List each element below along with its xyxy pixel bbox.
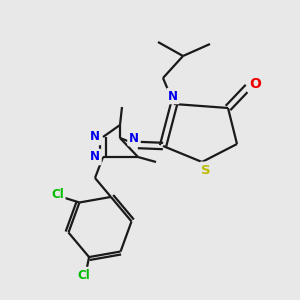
Text: Cl: Cl: [78, 268, 90, 282]
Text: S: S: [201, 164, 211, 176]
Text: N: N: [90, 151, 100, 164]
Text: N: N: [168, 89, 178, 103]
Text: N: N: [90, 130, 100, 143]
Text: Cl: Cl: [51, 188, 64, 201]
Text: O: O: [249, 77, 261, 91]
Text: N: N: [129, 131, 139, 145]
